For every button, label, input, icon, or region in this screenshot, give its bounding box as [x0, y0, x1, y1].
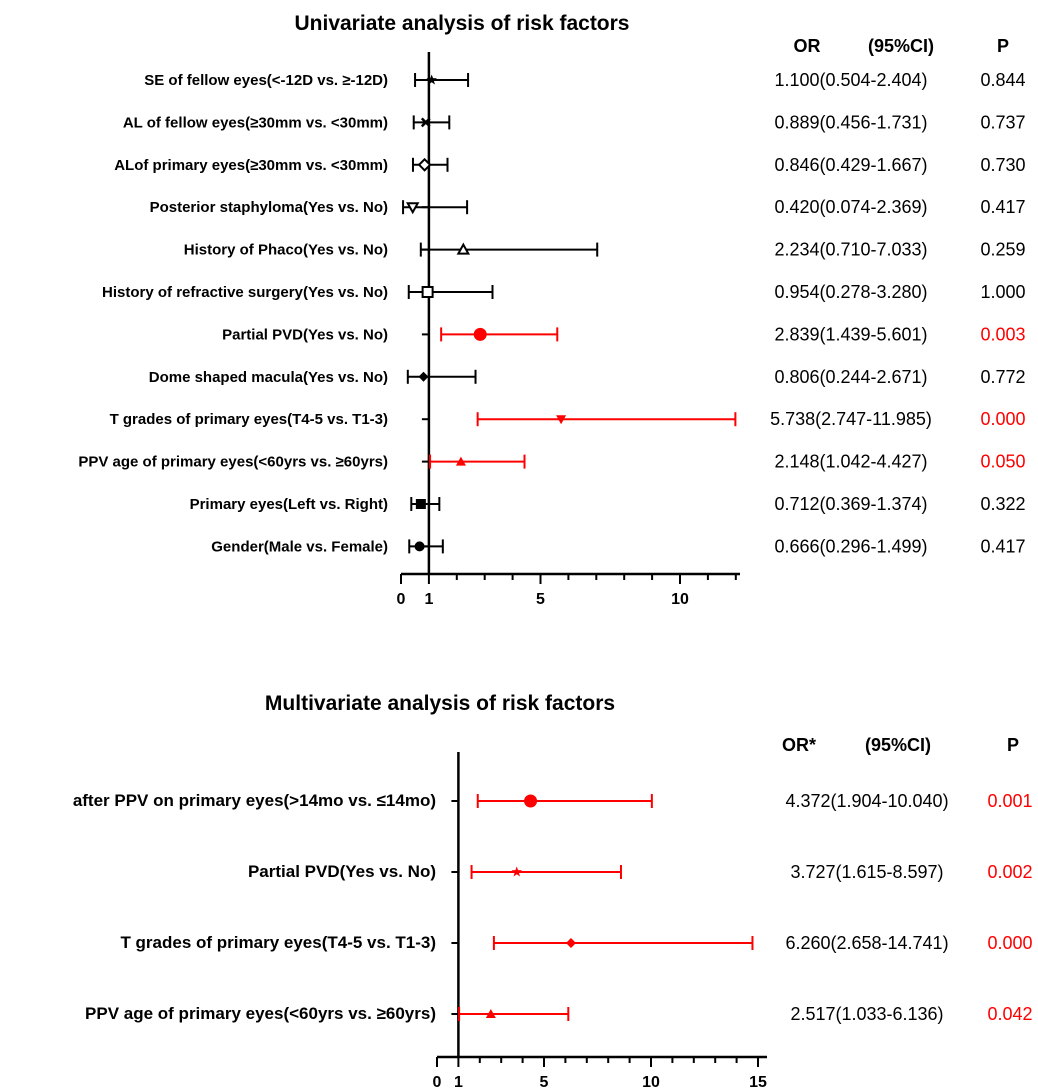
univariate-p-value: 0.772: [980, 367, 1025, 387]
univariate-or-ci-value: 0.666(0.296-1.499): [774, 536, 927, 556]
multivariate-title: Multivariate analysis of risk factors: [265, 692, 615, 715]
univariate-or-ci-value: 0.954(0.278-3.280): [774, 282, 927, 302]
univariate-p-value: 0.417: [980, 536, 1025, 556]
multivariate-or-ci-value: 2.517(1.033-6.136): [790, 1004, 943, 1024]
multivariate-row-label: after PPV on primary eyes(>14mo vs. ≤14m…: [73, 791, 436, 810]
univariate-ci-header: (95%CI): [868, 36, 934, 56]
multivariate-row-label: PPV age of primary eyes(<60yrs vs. ≥60yr…: [85, 1004, 436, 1023]
multivariate-p-value: 0.002: [987, 862, 1032, 882]
univariate-row-label: History of refractive surgery(Yes vs. No…: [102, 284, 388, 301]
univariate-or-header: OR: [794, 36, 821, 56]
univariate-or-marker: [415, 499, 426, 509]
multivariate-x-tick-label: 15: [749, 1074, 767, 1091]
univariate-row-label: AL of fellow eyes(≥30mm vs. <30mm): [123, 114, 388, 131]
univariate-x-tick-label: 1: [424, 591, 433, 608]
multivariate-p-header: P: [1007, 735, 1019, 755]
univariate-p-value: 0.417: [980, 197, 1025, 217]
univariate-p-value: 0.259: [980, 240, 1025, 260]
univariate-or-ci-value: 0.889(0.456-1.731): [774, 112, 927, 132]
univariate-or-marker: [420, 117, 431, 128]
univariate-or-ci-value: 5.738(2.747-11.985): [770, 409, 932, 429]
univariate-row-label: Partial PVD(Yes vs. No): [222, 326, 388, 343]
univariate-p-value: 0.844: [980, 70, 1025, 90]
univariate-or-ci-value: 0.806(0.244-2.671): [774, 367, 927, 387]
univariate-row-label: ALof primary eyes(≥30mm vs. <30mm): [114, 157, 388, 174]
univariate-or-marker: [473, 327, 487, 341]
univariate-p-value: 0.322: [980, 494, 1025, 514]
univariate-plot-area: 0 1 5 10 SE of fellow eyes(<-12D vs. ≥-12D) 1…: [78, 52, 1026, 608]
univariate-p-value: 0.730: [980, 155, 1025, 175]
univariate-or-marker: [426, 74, 437, 85]
multivariate-or-marker: [565, 938, 576, 948]
univariate-x-tick-label: 0: [397, 591, 406, 608]
univariate-or-marker: [556, 415, 567, 425]
univariate-row-label: History of Phaco(Yes vs. No): [184, 242, 388, 259]
multivariate-p-value: 0.042: [987, 1004, 1032, 1024]
multivariate-p-value: 0.001: [987, 791, 1032, 811]
univariate-row-label: Primary eyes(Left vs. Right): [190, 496, 388, 513]
univariate-or-ci-value: 0.420(0.074-2.369): [774, 197, 927, 217]
multivariate-x-tick-label: 0: [433, 1074, 442, 1091]
univariate-row-label: Gender(Male vs. Female): [211, 538, 388, 555]
univariate-or-marker: [456, 242, 471, 255]
univariate-row-label: T grades of primary eyes(T4-5 vs. T1-3): [110, 411, 388, 428]
univariate-row-label: SE of fellow eyes(<-12D vs. ≥-12D): [144, 72, 388, 89]
multivariate-x-tick-label: 1: [454, 1074, 463, 1091]
multivariate-or-ci-value: 3.727(1.615-8.597): [790, 862, 943, 882]
univariate-row-label: PPV age of primary eyes(<60yrs vs. ≥60yr…: [78, 454, 388, 471]
multivariate-or-ci-value: 4.372(1.904-10.040): [785, 791, 948, 811]
univariate-row-label: Dome shaped macula(Yes vs. No): [149, 369, 388, 386]
multivariate-or-marker: [524, 794, 538, 808]
univariate-or-ci-value: 2.234(0.710-7.033): [774, 240, 927, 260]
multivariate-or-header: OR*: [782, 735, 816, 755]
multivariate-ci-header: (95%CI): [865, 735, 931, 755]
univariate-p-value: 1.000: [980, 282, 1025, 302]
univariate-x-tick-label: 5: [536, 591, 545, 608]
univariate-or-marker: [417, 157, 432, 172]
multivariate-row-label: Partial PVD(Yes vs. No): [248, 862, 436, 881]
multivariate-x-tick-label: 10: [642, 1074, 660, 1091]
univariate-p-value: 0.737: [980, 112, 1025, 132]
multivariate-p-value: 0.000: [987, 933, 1032, 953]
multivariate-row-label: T grades of primary eyes(T4-5 vs. T1-3): [120, 933, 436, 952]
univariate-p-value: 0.050: [980, 452, 1025, 472]
univariate-or-ci-value: 2.839(1.439-5.601): [774, 324, 927, 344]
univariate-or-marker: [455, 456, 466, 466]
multivariate-x-tick-label: 5: [540, 1074, 549, 1091]
multivariate-or-marker: [485, 1009, 496, 1018]
univariate-x-tick-label: 10: [671, 591, 689, 608]
univariate-or-ci-value: 1.100(0.504-2.404): [774, 70, 927, 90]
univariate-or-marker: [414, 541, 425, 552]
univariate-or-marker: [418, 371, 429, 382]
univariate-p-value: 0.003: [980, 324, 1025, 344]
univariate-or-marker: [421, 286, 434, 298]
univariate-row-label: Posterior staphyloma(Yes vs. No): [150, 199, 388, 216]
univariate-p-value: 0.000: [980, 409, 1025, 429]
univariate-or-ci-value: 2.148(1.042-4.427): [774, 452, 927, 472]
univariate-or-marker: [406, 202, 420, 215]
univariate-or-ci-value: 0.846(0.429-1.667): [774, 155, 927, 175]
univariate-title: Univariate analysis of risk factors: [295, 12, 630, 35]
univariate-or-ci-value: 0.712(0.369-1.374): [774, 494, 927, 514]
multivariate-or-marker: [511, 866, 522, 877]
multivariate-or-ci-value: 6.260(2.658-14.741): [785, 933, 948, 953]
univariate-p-header: P: [997, 36, 1009, 56]
